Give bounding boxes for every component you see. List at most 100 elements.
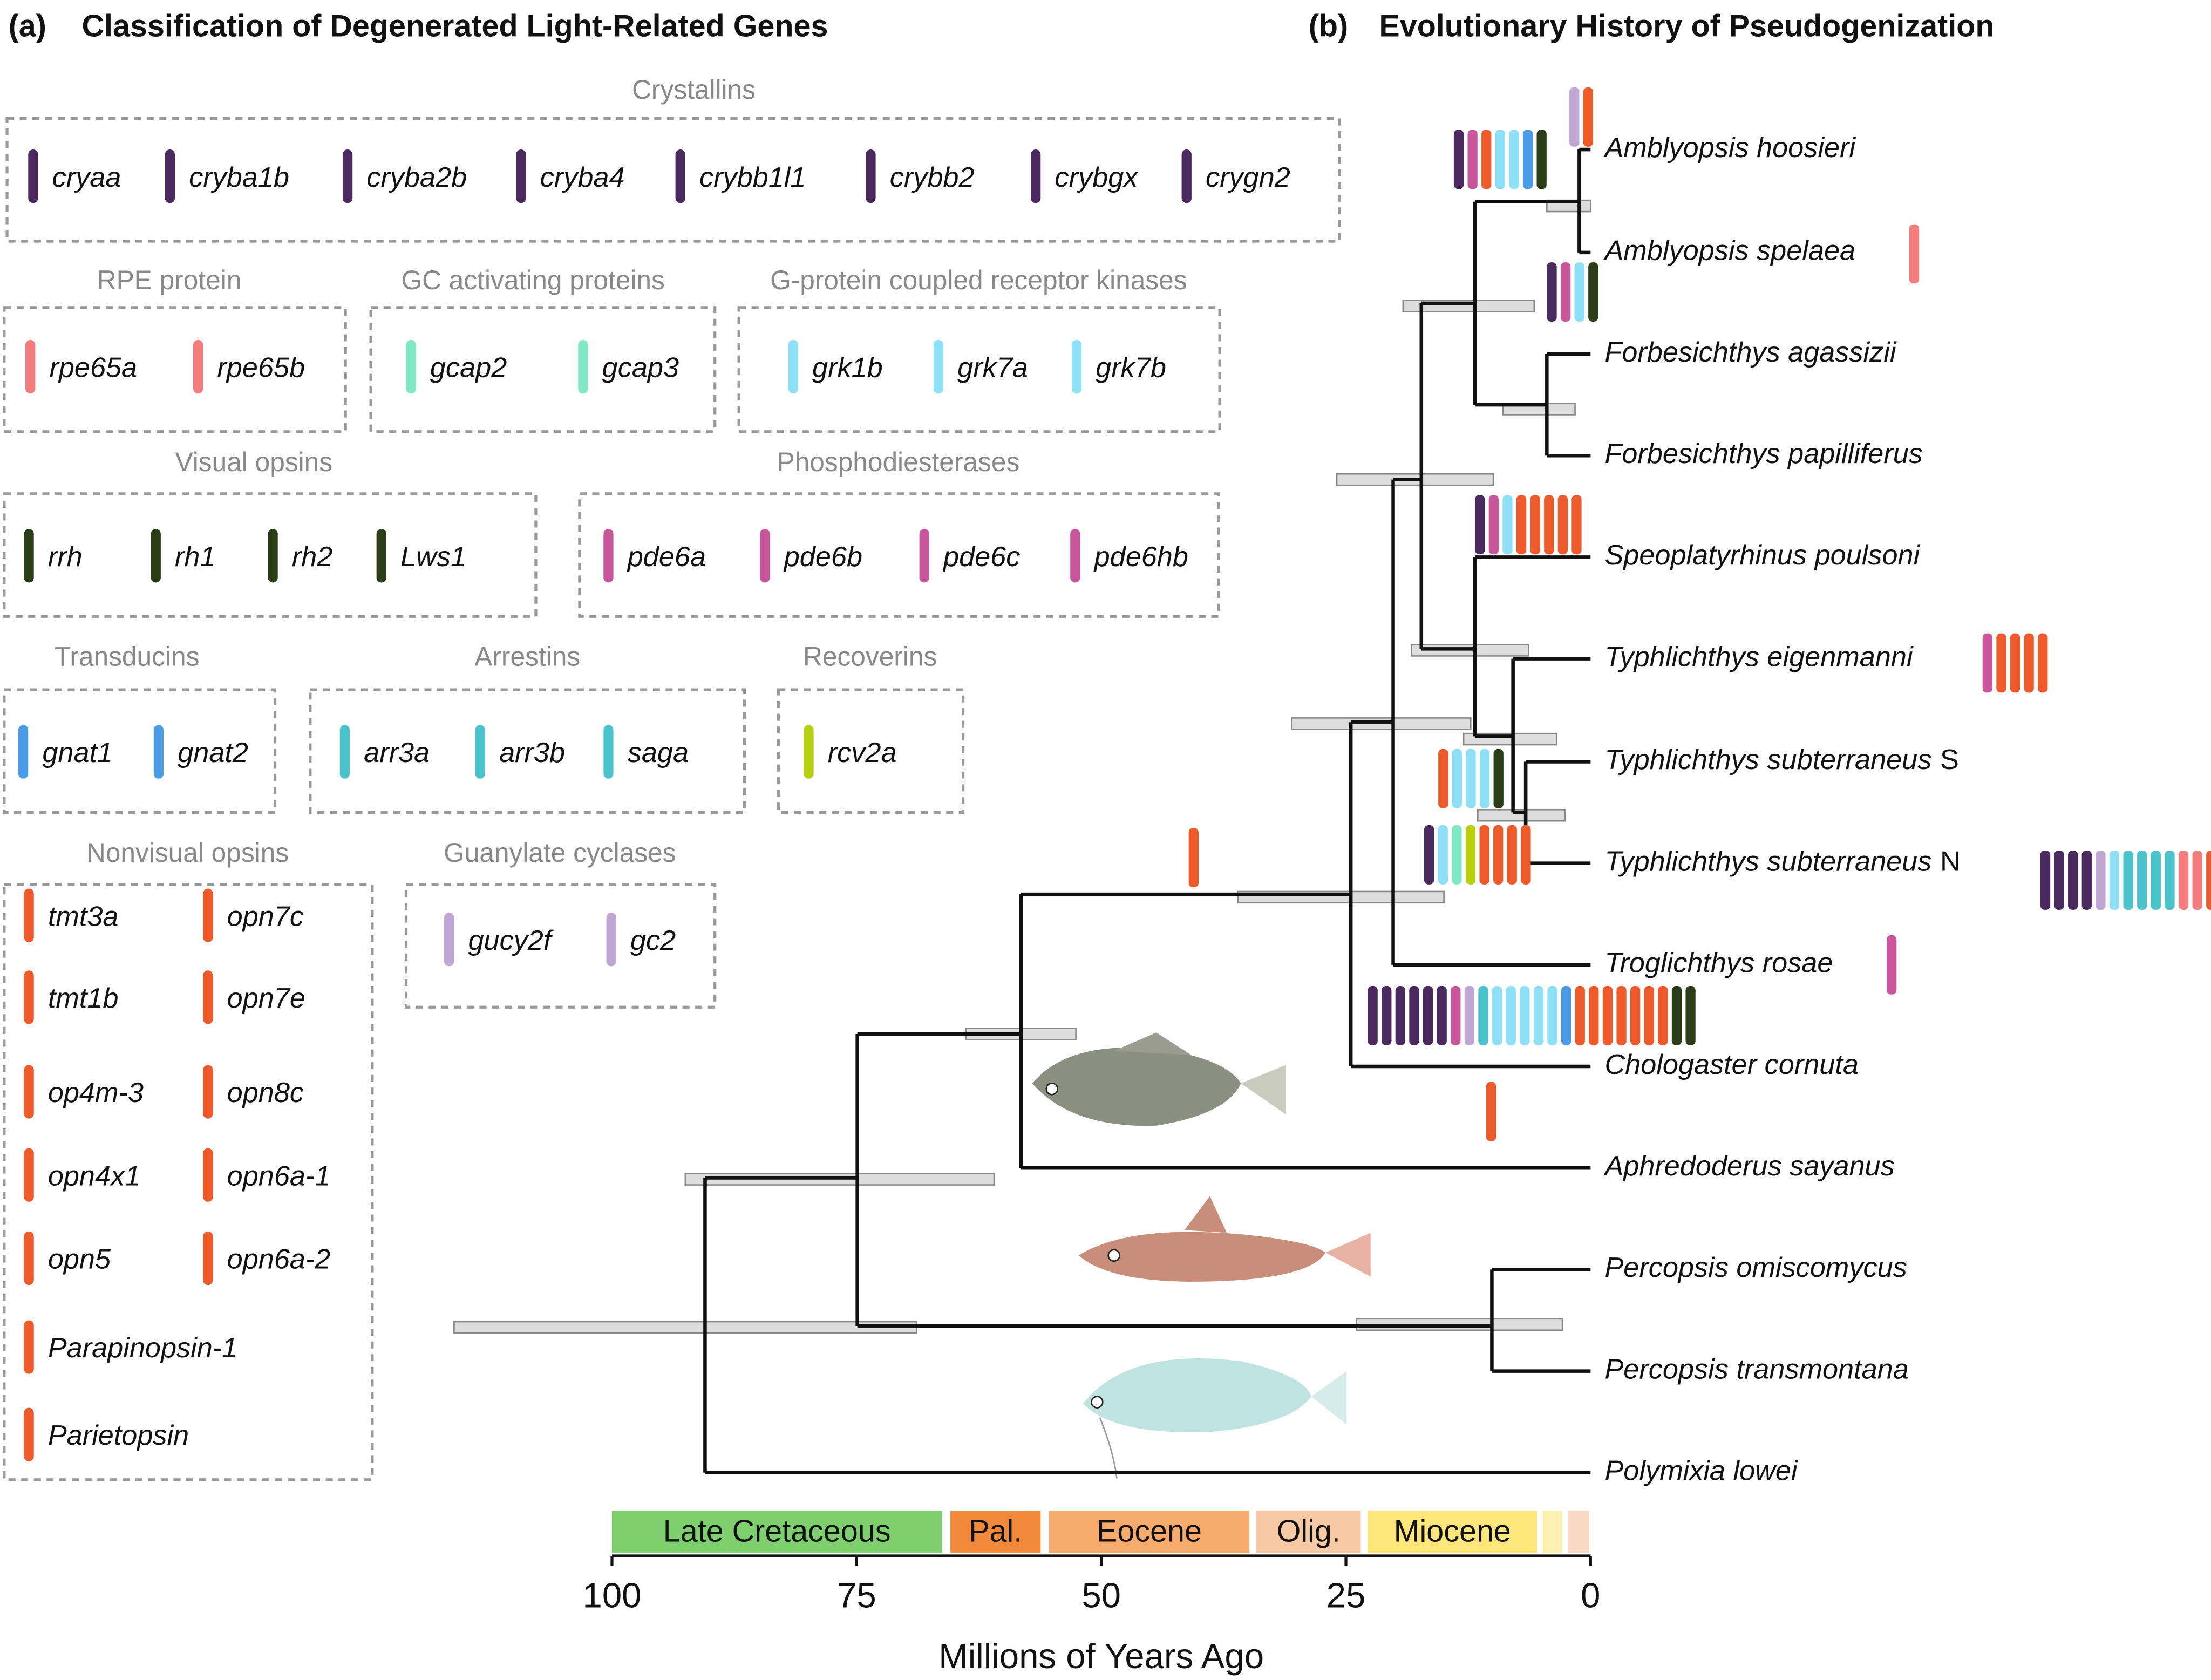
pseudogene-bar: [1560, 262, 1571, 322]
group-title: Guanylate cyclases: [444, 838, 676, 868]
gene-name: gnat1: [42, 737, 113, 768]
pseudogene-bar: [1464, 986, 1475, 1045]
pseudogene-bar: [1486, 1082, 1496, 1141]
pseudogene-bar: [1569, 87, 1580, 147]
pseudogene-bar: [1424, 825, 1434, 885]
species-name: Typhlichthys eigenmanni: [1604, 641, 1913, 672]
pseudogene-bar: [1644, 986, 1654, 1045]
gene-name: Lws1: [400, 541, 466, 573]
gene-bar: [516, 149, 526, 203]
fish: [1078, 1196, 1371, 1282]
pseudogene-bar: [2038, 633, 2048, 693]
panel-label: (b): [1309, 9, 1348, 43]
gene-bar: [24, 1065, 34, 1119]
pseudogene-bar: [1588, 262, 1598, 322]
group-box: [777, 688, 965, 814]
pseudogene-bar: [1478, 986, 1488, 1045]
pseudogene-bar: [1520, 986, 1530, 1045]
gene-bar: [866, 149, 876, 203]
gene-name: Parietopsin: [48, 1420, 189, 1451]
group-box: [3, 883, 374, 1481]
pseudogene-bar: [1481, 130, 1492, 189]
epoch-name: Olig.: [1277, 1514, 1341, 1548]
fish: [1032, 1032, 1286, 1126]
gene-bar: [28, 149, 38, 203]
species-name: Forbesichthys agassizii: [1604, 337, 1896, 368]
pseudogene-bar: [1909, 224, 1920, 284]
gene-name: tmt1b: [48, 983, 119, 1014]
gene-bar: [24, 529, 34, 583]
gene-bar: [203, 1065, 213, 1119]
pseudogene-bar: [1536, 130, 1547, 189]
gene-name: crybb2: [890, 162, 975, 193]
pseudogene-bar: [1451, 986, 1461, 1045]
gene-name: opn6a-1: [227, 1160, 331, 1192]
gene-bar: [1070, 529, 1080, 583]
pseudogene-bar: [1530, 495, 1540, 555]
group-title: Arrestins: [474, 642, 580, 672]
gene-name: Parapinopsin-1: [48, 1332, 237, 1364]
gene-name: grk7a: [957, 352, 1028, 384]
pseudogene-bar: [2206, 851, 2211, 910]
pseudogene-bar: [1479, 825, 1489, 885]
pseudogene-bar: [1465, 825, 1476, 885]
pseudogene-bar: [2137, 851, 2147, 910]
pseudogene-bar: [1887, 935, 1897, 995]
pseudogene-bar: [1521, 825, 1531, 885]
pseudogene-bar: [1188, 828, 1199, 888]
gene-bar: [406, 339, 416, 394]
gene-bar: [24, 1231, 34, 1285]
pseudogene-bar: [2010, 633, 2020, 693]
gene-name: gcap3: [602, 352, 679, 384]
age-interval: [1477, 808, 1566, 822]
fish-illustrations: [1032, 1032, 1371, 1479]
gene-name: gnat2: [178, 737, 248, 768]
gene-name: grk1b: [812, 352, 883, 384]
species-name: Troglichthys rosae: [1604, 948, 1833, 979]
group-box: [5, 117, 1341, 243]
gene-name: tmt3a: [48, 901, 119, 932]
panel-label: (a): [9, 9, 46, 43]
group-box: [3, 688, 277, 814]
pseudogene-bar: [2151, 851, 2161, 910]
group-title: Phosphodiesterases: [777, 447, 1020, 477]
gene-bar: [933, 339, 944, 394]
pseudogene-bar: [2024, 633, 2034, 693]
gene-name: opn7c: [227, 901, 304, 932]
gene-bar: [1071, 339, 1082, 394]
species-suffix: N: [1940, 846, 1961, 877]
pseudogene-bar: [1395, 986, 1405, 1045]
gene-bar: [339, 725, 350, 779]
gene-name: arr3a: [364, 737, 430, 768]
pseudogene-bar: [1982, 633, 1993, 693]
pseudogene-bar: [1368, 986, 1378, 1045]
gene-name: crybgx: [1055, 162, 1139, 193]
pseudogene-bar: [2068, 851, 2078, 910]
gene-bar: [203, 888, 213, 942]
group-box: [309, 688, 746, 814]
epoch-name: Miocene: [1394, 1514, 1511, 1548]
species-suffix: S: [1940, 744, 1959, 776]
pseudogene-bar: [2054, 851, 2064, 910]
pseudogene-bar: [1685, 986, 1696, 1045]
species-name: Typhlichthys subterraneus: [1604, 846, 1931, 877]
gene-name: gcap2: [430, 352, 507, 384]
pseudogene-bar: [1488, 495, 1499, 555]
pseudogene-bar: [1493, 749, 1504, 808]
pseudogene-bar: [1438, 749, 1448, 808]
gene-name: opn8c: [227, 1077, 304, 1108]
gene-name: rpe65b: [217, 352, 305, 384]
species-name: Polymixia lowei: [1604, 1455, 1798, 1487]
gene-bar: [919, 529, 929, 583]
gene-bar: [25, 339, 36, 394]
gene-name: opn7e: [227, 983, 305, 1014]
pseudogene-bar: [1574, 262, 1584, 322]
pseudogene-bar: [2096, 851, 2106, 910]
pseudogene-bar: [2192, 851, 2202, 910]
gene-name: rh2: [292, 541, 333, 573]
pseudogene-bar: [1382, 986, 1392, 1045]
pseudogene-bar: [1466, 749, 1476, 808]
gene-bar: [24, 1320, 34, 1374]
epoch-band: [1542, 1511, 1563, 1553]
panel-title: Classification of Degenerated Light-Rela…: [82, 9, 828, 43]
